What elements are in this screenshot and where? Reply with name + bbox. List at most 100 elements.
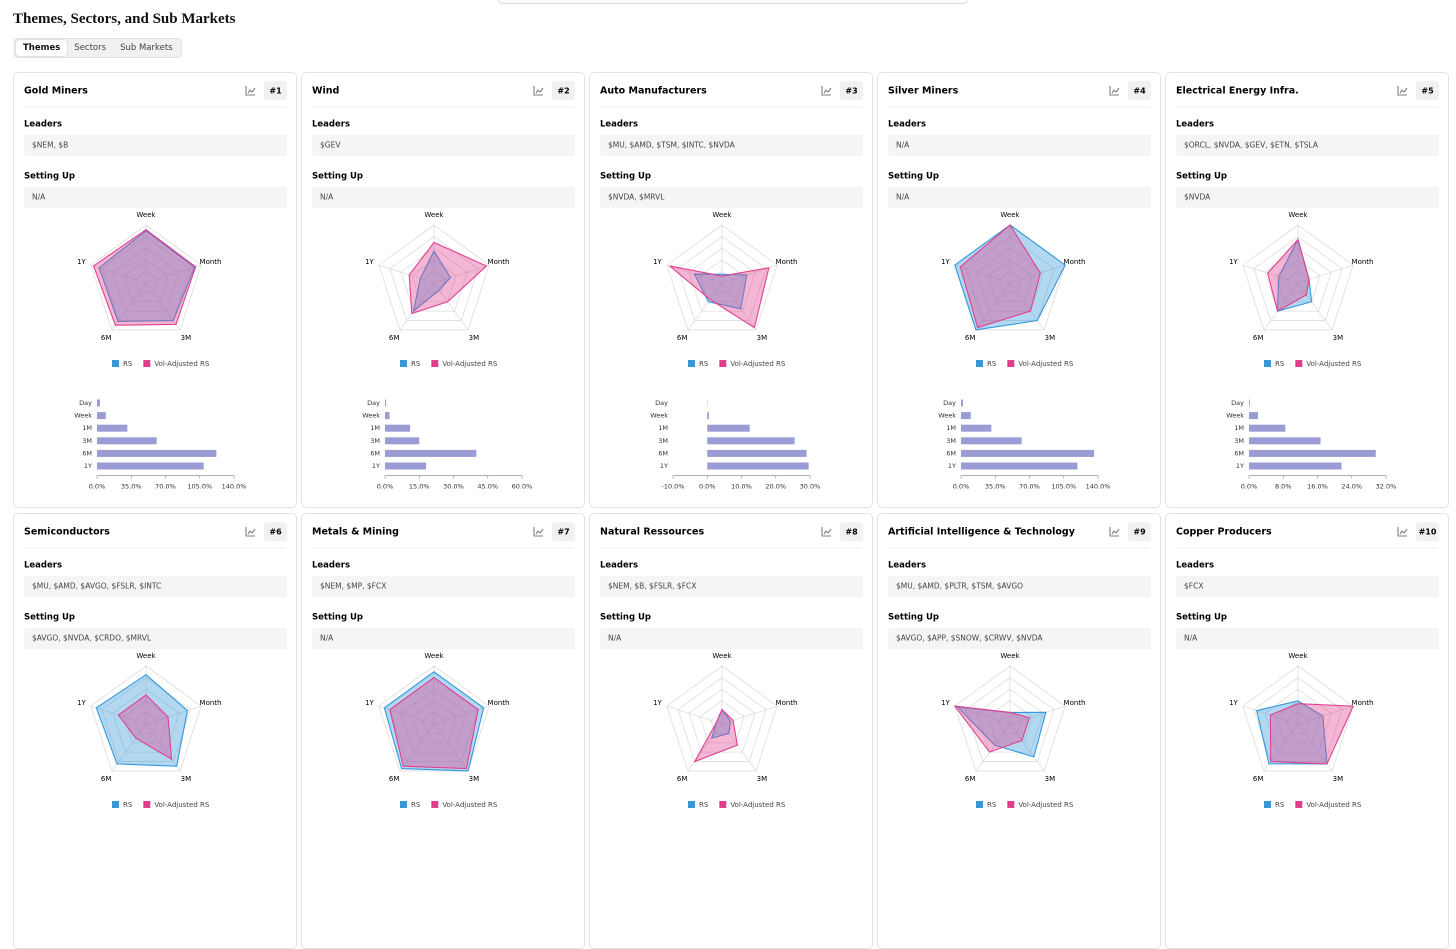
tab[interactable]: Sub Markets	[113, 40, 180, 56]
radar-axis-label: 1Y	[77, 699, 86, 707]
bar	[97, 450, 216, 457]
chart-icon[interactable]	[1110, 527, 1119, 536]
radar-axis-label: 3M	[469, 334, 480, 342]
radar-axis-label: Month	[1064, 699, 1086, 707]
bar	[1249, 450, 1376, 457]
bar-category-label: 3M	[370, 437, 380, 445]
radar-axis-label: 6M	[677, 775, 688, 783]
section-label: Setting Up	[600, 172, 651, 182]
x-tick-label: 60.0%	[512, 483, 533, 491]
radar-axis-label: Week	[712, 652, 732, 660]
bar	[707, 450, 806, 457]
radar-axis-label: 1Y	[365, 699, 374, 707]
radar-axis-label: 1Y	[1229, 258, 1238, 266]
chart-icon[interactable]	[822, 86, 831, 95]
radar-axis-label: 1Y	[653, 699, 662, 707]
section-label: Leaders	[888, 561, 926, 571]
bar	[707, 425, 749, 432]
x-tick-label: 15.0%	[409, 483, 430, 491]
legend-label: RS	[1275, 801, 1285, 809]
bar-category-label: 1Y	[660, 462, 668, 470]
value-box	[1176, 576, 1439, 597]
bar-category-label: 3M	[1234, 437, 1244, 445]
chart-icon[interactable]	[534, 527, 543, 536]
x-tick-label: 0.0%	[699, 483, 716, 491]
radar-axis-label: 6M	[101, 775, 112, 783]
chart-icon[interactable]	[1398, 86, 1407, 95]
radar-axis-label: 3M	[181, 334, 192, 342]
radar-axis-label: Month	[776, 699, 798, 707]
section-label: Setting Up	[600, 613, 651, 623]
legend-label: Vol-Adjusted RS	[1306, 360, 1362, 368]
value-text: $NVDA, $MRVL	[608, 193, 665, 202]
bar	[97, 412, 106, 419]
section-label: Setting Up	[888, 172, 939, 182]
chart-icon[interactable]	[1398, 527, 1407, 536]
bar	[1249, 437, 1320, 444]
legend-label: RS	[123, 801, 133, 809]
x-tick-label: 0.0%	[377, 483, 394, 491]
radar-axis-label: Week	[1288, 652, 1308, 660]
card-title: Artificial Intelligence & Technology	[888, 527, 1076, 538]
bar-category-label: 1M	[82, 424, 92, 432]
bar-category-label: Day	[1231, 399, 1244, 407]
card-graphic: Electrical Energy Infra.#5Leaders$ORCL, …	[1166, 73, 1448, 507]
radar-axis-label: 3M	[757, 775, 768, 783]
section-label: Leaders	[24, 561, 62, 571]
section-label: Leaders	[24, 120, 62, 130]
chart-icon[interactable]	[534, 86, 543, 95]
bar-category-label: 1Y	[372, 462, 380, 470]
radar-axis-label: Month	[200, 699, 222, 707]
x-tick-label: 35.0%	[121, 483, 142, 491]
section-label: Setting Up	[888, 613, 939, 623]
radar-axis-label: Month	[200, 258, 222, 266]
bar	[385, 450, 476, 457]
legend-swatch	[1295, 801, 1302, 808]
legend-label: RS	[987, 360, 997, 368]
bar	[707, 463, 808, 470]
bar-category-label: 6M	[370, 449, 380, 457]
bar	[961, 450, 1094, 457]
bar-category-label: 1M	[946, 424, 956, 432]
chart-icon[interactable]	[822, 527, 831, 536]
value-text: $AVGO, $NVDA, $CRDO, $MRVL	[32, 634, 152, 643]
rank-label: #8	[845, 528, 858, 537]
bar-category-label: 6M	[658, 449, 668, 457]
bar-category-label: Week	[938, 412, 956, 420]
chart-icon[interactable]	[246, 86, 255, 95]
section-label: Leaders	[312, 120, 350, 130]
chart-icon[interactable]	[1110, 86, 1119, 95]
legend-swatch	[143, 360, 150, 367]
tab[interactable]: Sectors	[67, 40, 113, 56]
chart-icon[interactable]	[246, 527, 255, 536]
bar-category-label: 1Y	[1236, 462, 1244, 470]
bar-category-label: 3M	[658, 437, 668, 445]
bar-category-label: 1M	[658, 424, 668, 432]
search-box[interactable]	[497, 0, 969, 4]
radar-axis-label: 3M	[1333, 775, 1344, 783]
legend-swatch	[400, 360, 407, 367]
value-text: N/A	[896, 193, 910, 202]
bar-category-label: Week	[362, 412, 380, 420]
value-text: $NEM, $MP, $FCX	[320, 582, 386, 591]
radar-area	[1270, 704, 1353, 764]
section-label: Setting Up	[1176, 172, 1227, 182]
section-label: Leaders	[1176, 561, 1214, 571]
legend-label: Vol-Adjusted RS	[730, 360, 786, 368]
tab[interactable]: Themes	[16, 40, 67, 56]
radar-axis-label: 6M	[389, 775, 400, 783]
x-tick-label: 140.0%	[1086, 483, 1111, 491]
legend-label: Vol-Adjusted RS	[154, 801, 210, 809]
bar-category-label: 3M	[946, 437, 956, 445]
bar-category-label: 1Y	[84, 462, 92, 470]
legend-label: Vol-Adjusted RS	[154, 360, 210, 368]
x-tick-label: 8.0%	[1275, 483, 1292, 491]
radar-axis-label: 1Y	[365, 258, 374, 266]
card-title: Electrical Energy Infra.	[1176, 86, 1299, 97]
radar-axis-label: Month	[488, 699, 510, 707]
